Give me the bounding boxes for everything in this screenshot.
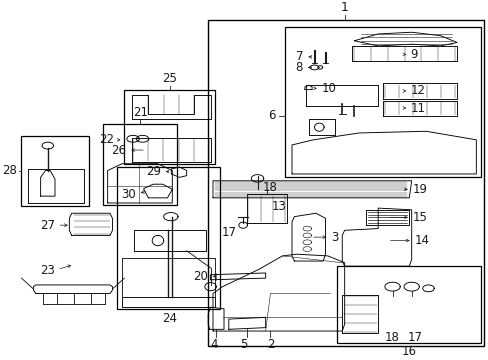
Bar xyxy=(117,167,220,309)
Text: 15: 15 xyxy=(412,211,427,224)
Text: 10: 10 xyxy=(321,82,335,95)
Text: 18: 18 xyxy=(385,331,399,344)
Text: 30: 30 xyxy=(121,188,136,201)
Bar xyxy=(284,27,480,177)
Text: 6: 6 xyxy=(267,109,275,122)
Bar xyxy=(208,20,483,346)
Bar xyxy=(337,266,480,343)
Bar xyxy=(21,136,88,206)
Text: 23: 23 xyxy=(40,264,55,277)
Text: 16: 16 xyxy=(401,345,416,358)
Text: 26: 26 xyxy=(111,144,126,157)
Text: 18: 18 xyxy=(262,181,277,194)
Bar xyxy=(124,90,215,164)
Text: 8: 8 xyxy=(295,61,303,74)
Text: 28: 28 xyxy=(2,164,17,177)
Text: 1: 1 xyxy=(340,1,348,14)
Text: 19: 19 xyxy=(412,183,427,196)
Text: 14: 14 xyxy=(414,234,428,247)
Text: 7: 7 xyxy=(295,50,303,63)
Text: 27: 27 xyxy=(40,219,55,232)
Bar xyxy=(102,125,177,205)
Text: 2: 2 xyxy=(266,338,274,351)
Text: 17: 17 xyxy=(222,225,237,239)
Text: 5: 5 xyxy=(240,338,247,351)
Text: 25: 25 xyxy=(162,72,177,85)
Text: 17: 17 xyxy=(407,331,422,344)
Text: 29: 29 xyxy=(145,165,161,178)
Text: 12: 12 xyxy=(410,85,425,98)
Text: 24: 24 xyxy=(162,311,177,325)
Text: 21: 21 xyxy=(132,106,147,119)
Text: 20: 20 xyxy=(192,270,207,283)
Text: 13: 13 xyxy=(271,200,286,213)
Text: 9: 9 xyxy=(410,48,417,61)
Text: 11: 11 xyxy=(410,102,425,114)
Text: 3: 3 xyxy=(330,231,338,244)
Text: 22: 22 xyxy=(99,133,114,146)
Text: 4: 4 xyxy=(210,338,217,351)
